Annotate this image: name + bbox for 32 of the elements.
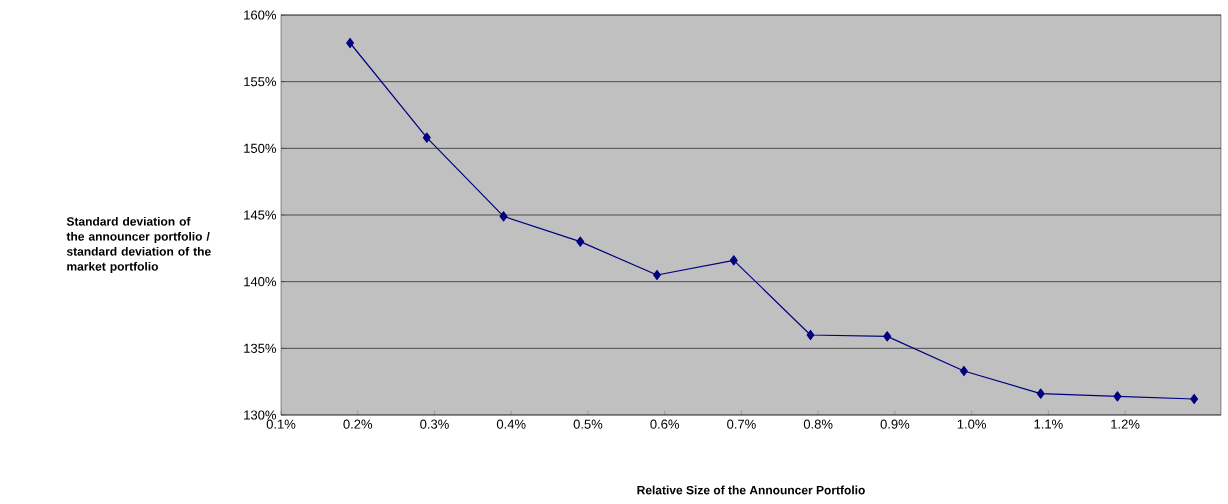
point [806, 329, 815, 341]
x-tick-label: 0.6% [650, 419, 680, 429]
point [729, 255, 738, 266]
x-tick-label: 1.1% [1034, 419, 1063, 429]
x-tick-label: 0.5% [573, 419, 603, 429]
x-tick-label: 0.2% [343, 419, 373, 429]
y-tick-label: 160% [244, 10, 277, 20]
x-tick-label: 0.1% [266, 419, 296, 429]
point [346, 37, 355, 49]
point [1190, 393, 1199, 405]
y-tick-label: 135% [244, 343, 277, 353]
point [422, 132, 431, 143]
point [959, 365, 968, 377]
point [1036, 388, 1045, 399]
point [576, 236, 585, 247]
y-tick-label: 140% [244, 277, 277, 287]
point [883, 331, 892, 342]
x-tick-label: 1.2% [1111, 419, 1140, 429]
x-tick-label: 0.8% [803, 419, 833, 429]
y-axis-title: Standard deviation of the announcer portfolio / standard deviation of the market portfolio [66, 216, 211, 274]
x-tick-label: 0.4% [496, 419, 526, 429]
y-tick-label: 130% [244, 410, 277, 420]
x-axis-title: Relative Size of the Announcer Portfolio [637, 485, 865, 495]
y-tick-label: 155% [244, 77, 277, 87]
x-tick-label: 0.3% [420, 419, 449, 429]
x-tick-label: 0.7% [727, 419, 756, 429]
y-tick-label: 150% [244, 143, 277, 153]
point [499, 211, 508, 222]
x-tick-label: 1.0% [957, 419, 986, 429]
point [1113, 391, 1122, 402]
x-tick-label: 0.9% [880, 419, 910, 429]
y-tick-label: 145% [244, 210, 277, 220]
